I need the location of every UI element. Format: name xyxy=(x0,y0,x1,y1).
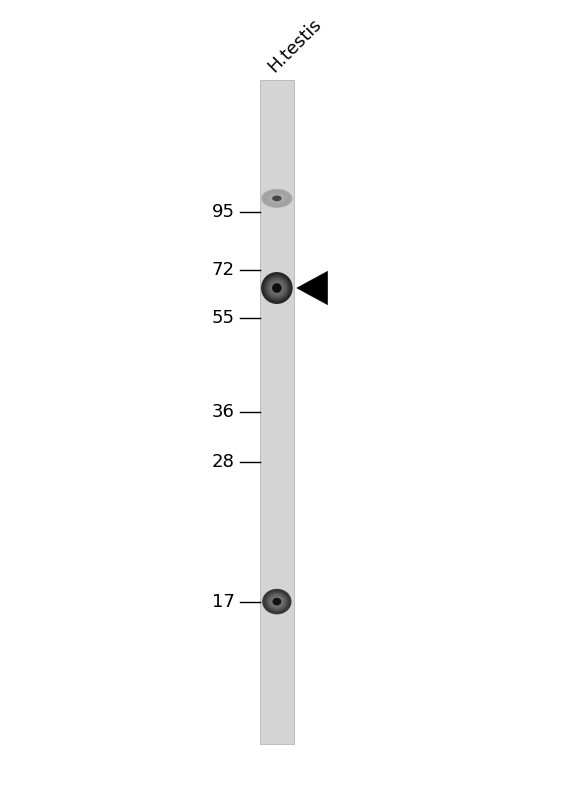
Ellipse shape xyxy=(269,280,285,296)
Ellipse shape xyxy=(268,594,285,609)
Ellipse shape xyxy=(269,194,285,203)
Ellipse shape xyxy=(261,189,293,208)
Ellipse shape xyxy=(264,275,289,301)
Bar xyxy=(260,80,294,744)
Ellipse shape xyxy=(263,274,290,302)
Text: 72: 72 xyxy=(211,262,234,279)
Ellipse shape xyxy=(268,278,286,298)
Ellipse shape xyxy=(270,595,284,608)
Text: 55: 55 xyxy=(211,309,234,326)
Text: 95: 95 xyxy=(211,203,234,221)
Ellipse shape xyxy=(271,282,282,294)
Text: 36: 36 xyxy=(212,403,234,421)
Ellipse shape xyxy=(262,273,292,303)
Ellipse shape xyxy=(262,190,292,207)
Ellipse shape xyxy=(264,191,289,206)
Ellipse shape xyxy=(272,598,281,606)
Ellipse shape xyxy=(266,191,288,206)
Ellipse shape xyxy=(263,590,290,614)
Ellipse shape xyxy=(261,272,293,304)
Ellipse shape xyxy=(266,592,288,611)
Ellipse shape xyxy=(267,278,287,298)
Ellipse shape xyxy=(270,194,284,202)
Ellipse shape xyxy=(267,594,286,610)
Ellipse shape xyxy=(271,597,282,606)
Ellipse shape xyxy=(267,192,287,205)
Ellipse shape xyxy=(263,190,290,206)
Ellipse shape xyxy=(271,596,283,607)
Ellipse shape xyxy=(262,589,292,614)
Text: 28: 28 xyxy=(212,454,234,471)
Text: H.testis: H.testis xyxy=(264,15,325,76)
Ellipse shape xyxy=(266,277,288,299)
Ellipse shape xyxy=(272,195,281,202)
Polygon shape xyxy=(297,271,328,305)
Ellipse shape xyxy=(272,283,281,293)
Ellipse shape xyxy=(265,591,289,612)
Ellipse shape xyxy=(264,590,289,613)
Text: 17: 17 xyxy=(212,593,234,610)
Ellipse shape xyxy=(270,281,284,295)
Ellipse shape xyxy=(268,193,286,204)
